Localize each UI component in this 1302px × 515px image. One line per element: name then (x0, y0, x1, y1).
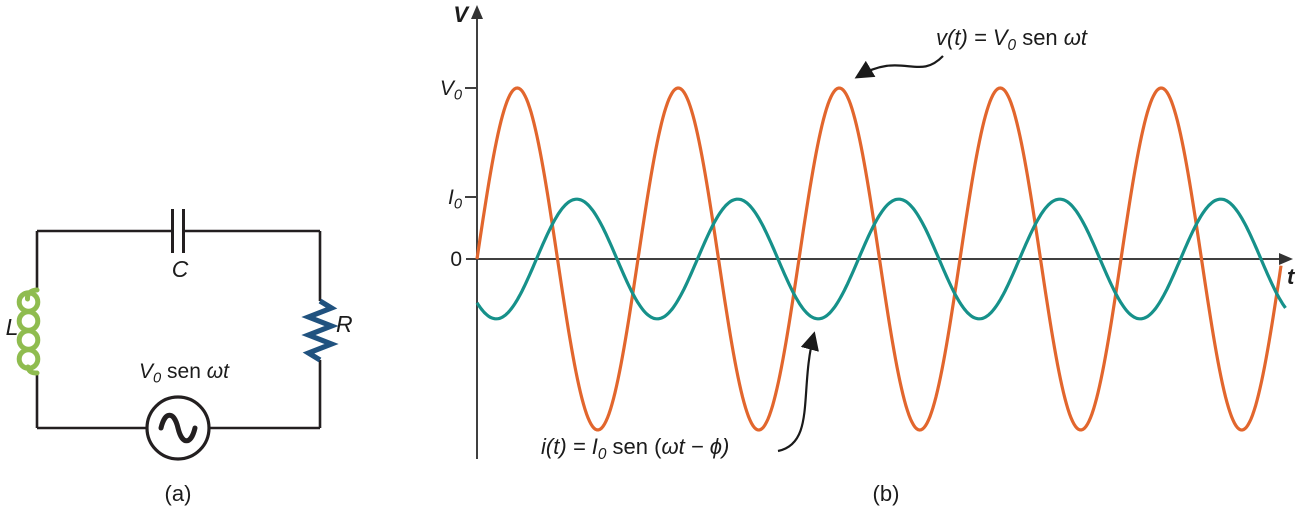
annotation-arrows (777, 55, 944, 453)
origin-label: 0 (450, 248, 462, 271)
current-equation-mid: sen ( (606, 434, 662, 459)
caption-b: (b) (872, 481, 900, 506)
inductor-label: L (5, 314, 19, 340)
inductor-lead-bottom (25, 364, 40, 376)
y-tick-label-v0-main: V (439, 77, 454, 100)
source-voltage-label-mid: sen (161, 360, 207, 383)
current-equation-pre: i(t) = I (541, 434, 598, 459)
y-tick-label-v0: V0 (420, 78, 462, 103)
y-tick-label-i0: I0 (424, 187, 462, 212)
capacitor-symbol (171, 209, 185, 253)
circuit-diagram (35, 209, 322, 461)
y-tick-label-v0-sub: 0 (453, 87, 462, 104)
voltage-wave (475, 86, 1283, 432)
x-axis-label: t (1287, 264, 1295, 289)
sine-glyph-icon (158, 412, 198, 444)
voltage-equation-mid: sen (1016, 25, 1064, 50)
caption-a: (a) (164, 481, 192, 506)
graph-axes (465, 16, 1282, 459)
source-voltage-label: V0 sen ωt (116, 361, 252, 386)
waveform-curves (475, 86, 1287, 432)
capacitor-label: C (171, 256, 189, 282)
y-tick-label-i0-main: I (447, 186, 454, 209)
current-equation: i(t) = I0 sen (ωt − ϕ) (541, 434, 730, 463)
source-voltage-label-sub: 0 (153, 370, 162, 387)
current-annotation-arrow (777, 331, 819, 453)
voltage-equation-post: ωt (1063, 25, 1088, 50)
source-voltage-label-pre: V (139, 360, 154, 383)
resistor-zigzag (301, 298, 339, 363)
current-equation-sub: 0 (597, 445, 607, 463)
y-axis-arrowhead-icon (471, 5, 483, 19)
x-axis-arrowhead-icon (1279, 253, 1293, 265)
y-axis-label: V (453, 2, 468, 27)
inductor-coil (16, 287, 41, 376)
current-wave (475, 197, 1287, 321)
resistor-label: R (336, 311, 353, 337)
y-tick-label-i0-sub: 0 (453, 196, 462, 213)
voltage-annotation-arrow (854, 55, 944, 79)
voltage-equation-sub: 0 (1007, 36, 1017, 54)
current-equation-post: ωt − ϕ) (661, 434, 730, 459)
source-voltage-label-post: ωt (206, 360, 229, 383)
voltage-equation-pre: v(t) = V (936, 25, 1008, 50)
voltage-equation: v(t) = V0 sen ωt (936, 25, 1088, 54)
